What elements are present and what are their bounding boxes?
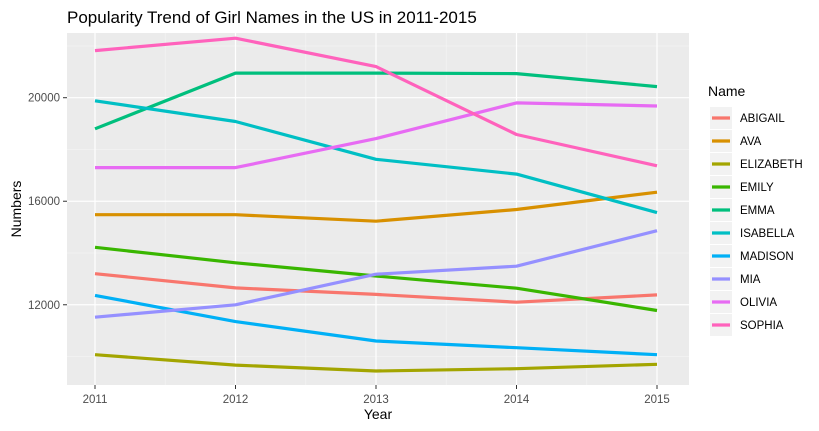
legend-label: MIA [740,274,761,286]
x-axis-title: Year [364,406,393,422]
x-axis: 2011 2012 2013 2014 2015 [83,385,670,406]
x-tick-label: 2014 [504,394,530,406]
series-line-mia [94,229,658,319]
series-line-emily [94,245,658,313]
legend: Name ABIGAIL AVA ELIZABETH EMILY EMMA ISABELL… [708,83,803,336]
legend-label: EMMA [740,205,775,217]
legend-label: ELIZABETH [740,159,803,171]
legend-label: OLIVIA [740,297,777,309]
legend-label: EMILY [740,182,774,194]
legend-title: Name [708,83,746,99]
plot-panel [67,33,689,385]
legend-label: MADISON [740,251,794,263]
y-tick-label: 12000 [28,300,60,312]
legend-label: ISABELLA [740,228,795,240]
x-tick-label: 2011 [83,394,108,406]
x-tick-label: 2015 [644,394,670,406]
series-line-abigail [94,272,658,304]
legend-label: AVA [740,136,762,148]
x-tick-label: 2013 [363,394,389,406]
series-line-isabella [94,99,658,215]
legend-label: ABIGAIL [740,113,785,125]
y-tick-label: 16000 [28,196,60,208]
series-lines [94,36,658,373]
series-line-madison [94,293,658,357]
series-line-emma [94,71,658,131]
legend-label: SOPHIA [740,320,784,332]
y-tick-label: 20000 [28,93,60,105]
y-axis-title: Numbers [8,181,24,238]
series-line-elizabeth [94,353,658,373]
series-line-sophia [94,36,658,168]
y-axis: 12000 16000 20000 [28,93,67,312]
series-line-olivia [95,101,658,170]
chart-title: Popularity Trend of Girl Names in the US… [67,8,477,27]
series-line-ava [95,190,658,223]
x-tick-label: 2012 [223,394,249,406]
